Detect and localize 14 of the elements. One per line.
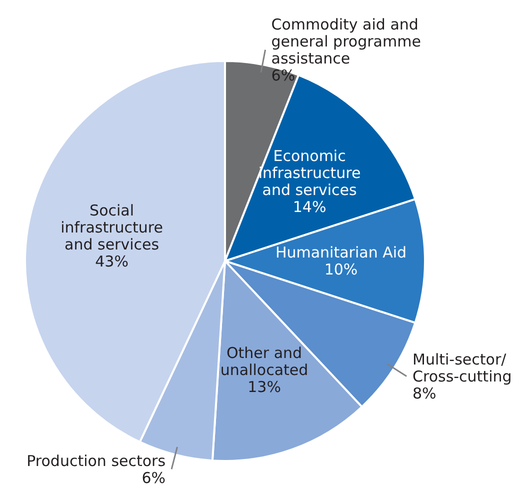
data-label: 6% — [142, 468, 166, 487]
data-label: 6% — [271, 66, 296, 84]
slice-label: Multi-sector/ Cross-cutting — [412, 350, 512, 386]
slice-label: Economic infrastructure and services — [258, 147, 361, 200]
slice-label: Commodity aid and general programme assistance — [271, 15, 421, 68]
data-label: 8% — [412, 384, 436, 402]
data-label: 13% — [248, 378, 281, 396]
data-label: 14% — [292, 198, 326, 216]
data-label: 43% — [95, 252, 128, 270]
data-label: 10% — [324, 260, 358, 279]
slice-label: Other and unallocated — [220, 344, 308, 380]
slice-label: Social infrastructure and services — [60, 201, 163, 254]
slice-label: Production sectors — [26, 452, 166, 470]
slice-label: Humanitarian Aid — [275, 244, 407, 262]
